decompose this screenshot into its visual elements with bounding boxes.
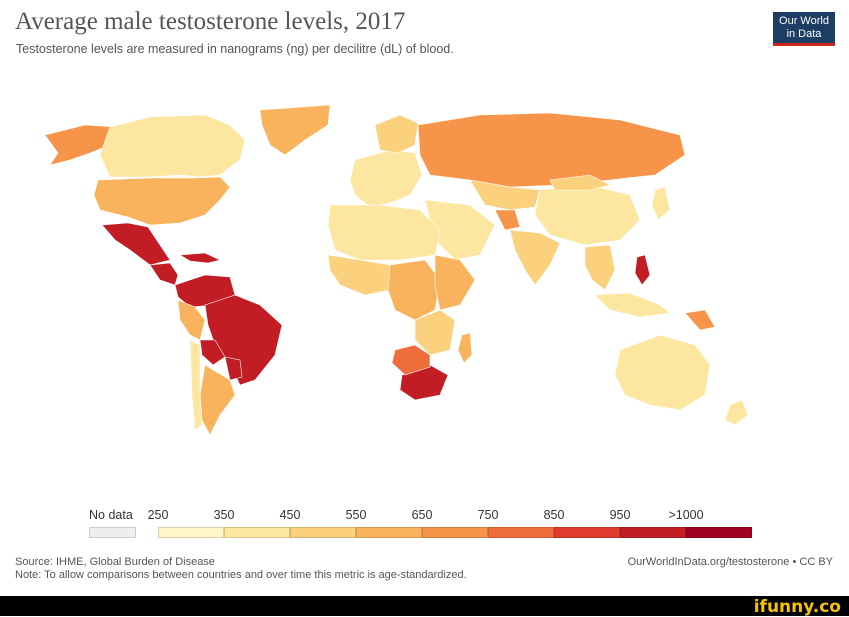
legend-tick-label: >1000: [668, 508, 704, 522]
region-madagascar[interactable]: [457, 332, 473, 364]
ifunny-watermark: ifunny.co: [753, 597, 841, 617]
region-mexico[interactable]: [101, 222, 171, 266]
region-southern-africa[interactable]: [414, 309, 456, 356]
color-legend: No data 250 350 450 550 650 750 850 950 >1000: [0, 505, 849, 545]
legend-tick-label: 250: [147, 508, 169, 522]
region-afghanistan[interactable]: [494, 209, 521, 231]
region-scandinavia[interactable]: [374, 114, 419, 154]
source-url-link[interactable]: OurWorldInData.org/testosterone • CC BY: [627, 556, 833, 568]
logo-line-1: Our World: [779, 15, 829, 27]
region-greenland[interactable]: [259, 104, 331, 156]
region-chile[interactable]: [189, 339, 203, 431]
legend-swatch[interactable]: [158, 527, 224, 538]
source-text: Source: IHME, Global Burden of Disease: [15, 556, 215, 568]
legend-tick-label: 950: [609, 508, 631, 522]
legend-swatch[interactable]: [686, 527, 752, 538]
legend-tick-label: 750: [477, 508, 499, 522]
legend-tick-label: 350: [213, 508, 235, 522]
note-text: Note: To allow comparisons between count…: [15, 569, 467, 581]
logo-line-2: in Data: [786, 28, 822, 40]
chart-title: Average male testosterone levels, 2017: [15, 8, 406, 35]
region-west-africa[interactable]: [327, 254, 391, 296]
region-brazil[interactable]: [204, 294, 283, 386]
region-russia[interactable]: [417, 112, 686, 188]
region-namibia-botswana[interactable]: [391, 344, 431, 376]
region-australia[interactable]: [614, 334, 711, 411]
legend-tick-label: 850: [543, 508, 565, 522]
region-philippines[interactable]: [634, 254, 651, 286]
legend-tick-label: 550: [345, 508, 367, 522]
region-central-africa[interactable]: [387, 259, 441, 321]
region-central-asia[interactable]: [469, 179, 541, 211]
region-india[interactable]: [509, 229, 561, 286]
region-europe[interactable]: [349, 149, 423, 208]
legend-no-data-label: No data: [89, 508, 133, 522]
legend-swatch[interactable]: [422, 527, 488, 538]
region-east-africa[interactable]: [434, 254, 476, 311]
region-new-zealand[interactable]: [724, 399, 749, 426]
region-alaska[interactable]: [44, 124, 116, 166]
region-japan[interactable]: [651, 186, 671, 221]
footer-bar: ifunny.co: [0, 596, 849, 617]
legend-swatch[interactable]: [290, 527, 356, 538]
region-paraguay[interactable]: [224, 356, 243, 381]
legend-swatch[interactable]: [356, 527, 422, 538]
region-caribbean[interactable]: [179, 252, 221, 264]
world-map: [44, 104, 749, 436]
owid-logo[interactable]: Our World in Data: [773, 12, 835, 46]
legend-no-data-swatch: [89, 527, 136, 538]
legend-swatch[interactable]: [554, 527, 620, 538]
region-bolivia[interactable]: [199, 339, 226, 366]
legend-tick-label: 650: [411, 508, 433, 522]
region-mongolia[interactable]: [549, 174, 611, 191]
legend-swatch[interactable]: [488, 527, 554, 538]
chart-subtitle: Testosterone levels are measured in nano…: [16, 42, 454, 56]
region-southeast-asia[interactable]: [584, 244, 616, 291]
region-china[interactable]: [534, 184, 641, 246]
legend-swatch[interactable]: [224, 527, 290, 538]
region-united-states[interactable]: [93, 176, 231, 226]
legend-tick-label: 450: [279, 508, 301, 522]
region-indonesia[interactable]: [594, 292, 671, 318]
legend-swatch[interactable]: [620, 527, 686, 538]
region-central-america[interactable]: [149, 262, 179, 286]
region-north-africa[interactable]: [327, 204, 441, 261]
region-canada[interactable]: [99, 114, 246, 178]
logo-red-bar: [773, 43, 835, 46]
region-papua-new-guinea[interactable]: [684, 309, 716, 331]
